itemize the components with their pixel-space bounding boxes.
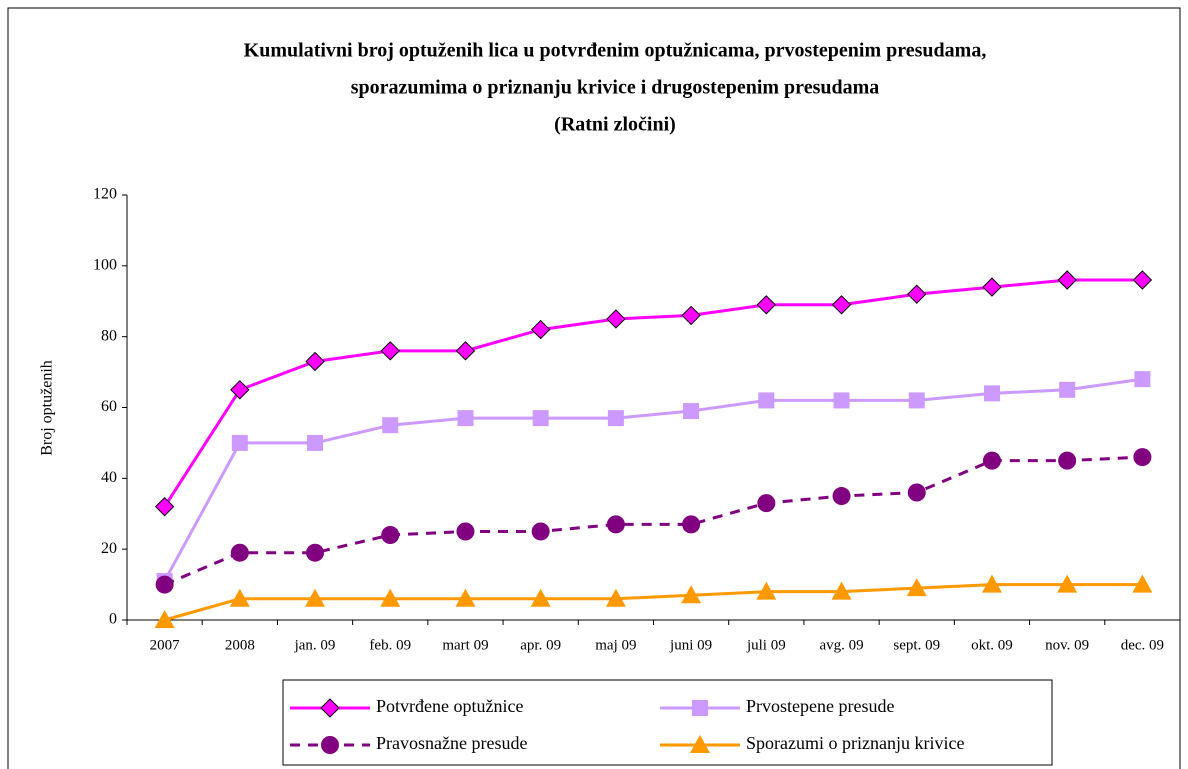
x-tick-label: okt. 09	[971, 637, 1013, 653]
chart-title: (Ratni zločini)	[554, 114, 676, 136]
y-tick-label: 40	[101, 469, 117, 486]
legend-label: Potvrđene optužnice	[376, 696, 523, 716]
y-axis-label: Broj optuženih	[39, 360, 56, 456]
data-point	[1132, 574, 1153, 593]
data-point	[908, 392, 925, 409]
x-tick-label: juni 09	[669, 637, 712, 653]
x-tick-label: sept. 09	[893, 637, 940, 653]
data-point	[1132, 270, 1153, 290]
data-point	[982, 451, 1001, 470]
y-tick-label: 60	[101, 398, 117, 415]
data-point	[831, 295, 852, 315]
data-point	[532, 410, 549, 427]
data-point	[981, 574, 1002, 593]
data-point	[230, 380, 250, 400]
chart-title: Kumulativni broj optuženih lica u potvrđ…	[244, 40, 987, 62]
data-point	[756, 581, 777, 600]
x-tick-label: juli 09	[746, 637, 786, 653]
data-point	[756, 295, 777, 315]
legend-label: Pravosnažne presude	[376, 733, 527, 753]
data-point	[380, 341, 400, 361]
data-point	[155, 575, 174, 594]
x-tick-label: jan. 09	[294, 637, 336, 653]
data-point	[833, 392, 850, 409]
data-point	[154, 610, 175, 628]
data-point	[530, 588, 551, 607]
data-point	[381, 526, 400, 544]
data-point	[305, 351, 325, 372]
data-point	[306, 543, 325, 562]
data-point	[307, 434, 324, 451]
x-tick-label: apr. 09	[520, 637, 561, 653]
series-line	[164, 455, 1143, 586]
data-point	[906, 578, 927, 597]
y-tick-label: 20	[101, 540, 117, 557]
data-point	[983, 385, 1000, 402]
data-point	[380, 588, 401, 607]
data-point	[982, 277, 1002, 297]
data-point	[1058, 451, 1077, 470]
data-point	[907, 483, 926, 502]
series-line	[163, 278, 1143, 508]
data-point	[230, 543, 249, 562]
data-point	[607, 410, 624, 427]
series-line	[163, 377, 1143, 582]
legend-label: Prvostepene presude	[746, 696, 894, 716]
series-line	[164, 583, 1143, 622]
legend-marker	[321, 736, 339, 754]
data-point	[605, 588, 626, 607]
legend	[282, 679, 1053, 766]
chart-title: sporazumima o priznanju krivice i drugos…	[351, 77, 880, 99]
legend-label: Sporazumi o priznanju krivice	[746, 733, 964, 753]
data-point	[1134, 371, 1151, 388]
y-tick-label: 0	[109, 611, 117, 628]
data-point	[606, 309, 626, 329]
x-tick-label: mart 09	[442, 637, 488, 653]
data-point	[1059, 381, 1076, 398]
data-point	[382, 417, 399, 434]
data-point	[606, 515, 625, 534]
data-point	[305, 588, 326, 607]
x-tick-label: 2008	[225, 637, 255, 653]
data-point	[530, 319, 551, 340]
data-point	[457, 410, 474, 427]
x-tick-label: feb. 09	[369, 637, 411, 653]
x-tick-label: 2007	[150, 637, 181, 653]
data-point	[1133, 448, 1152, 467]
data-point	[1057, 574, 1078, 593]
data-point	[154, 496, 175, 517]
data-point	[907, 284, 927, 304]
x-tick-label: dec. 09	[1121, 637, 1164, 653]
data-point	[455, 341, 476, 361]
y-tick-label: 80	[101, 327, 117, 344]
data-point	[682, 515, 701, 534]
data-point	[531, 522, 550, 541]
legend-marker	[690, 735, 710, 753]
data-point	[681, 305, 701, 326]
data-point	[1057, 270, 1077, 290]
x-tick-label: maj 09	[595, 637, 636, 653]
y-tick-label: 100	[93, 257, 117, 274]
data-point	[758, 392, 775, 409]
legend-marker	[692, 700, 708, 716]
legend-marker	[320, 698, 340, 718]
data-point	[831, 581, 852, 600]
data-point	[757, 494, 776, 513]
y-tick-label: 120	[93, 186, 117, 203]
data-point	[832, 487, 851, 506]
x-tick-label: avg. 09	[819, 637, 863, 653]
data-point	[681, 585, 702, 604]
data-point	[231, 434, 248, 451]
data-point	[456, 522, 475, 541]
data-point	[229, 588, 250, 607]
data-point	[683, 403, 700, 420]
data-point	[455, 588, 476, 607]
x-tick-label: nov. 09	[1045, 637, 1089, 653]
